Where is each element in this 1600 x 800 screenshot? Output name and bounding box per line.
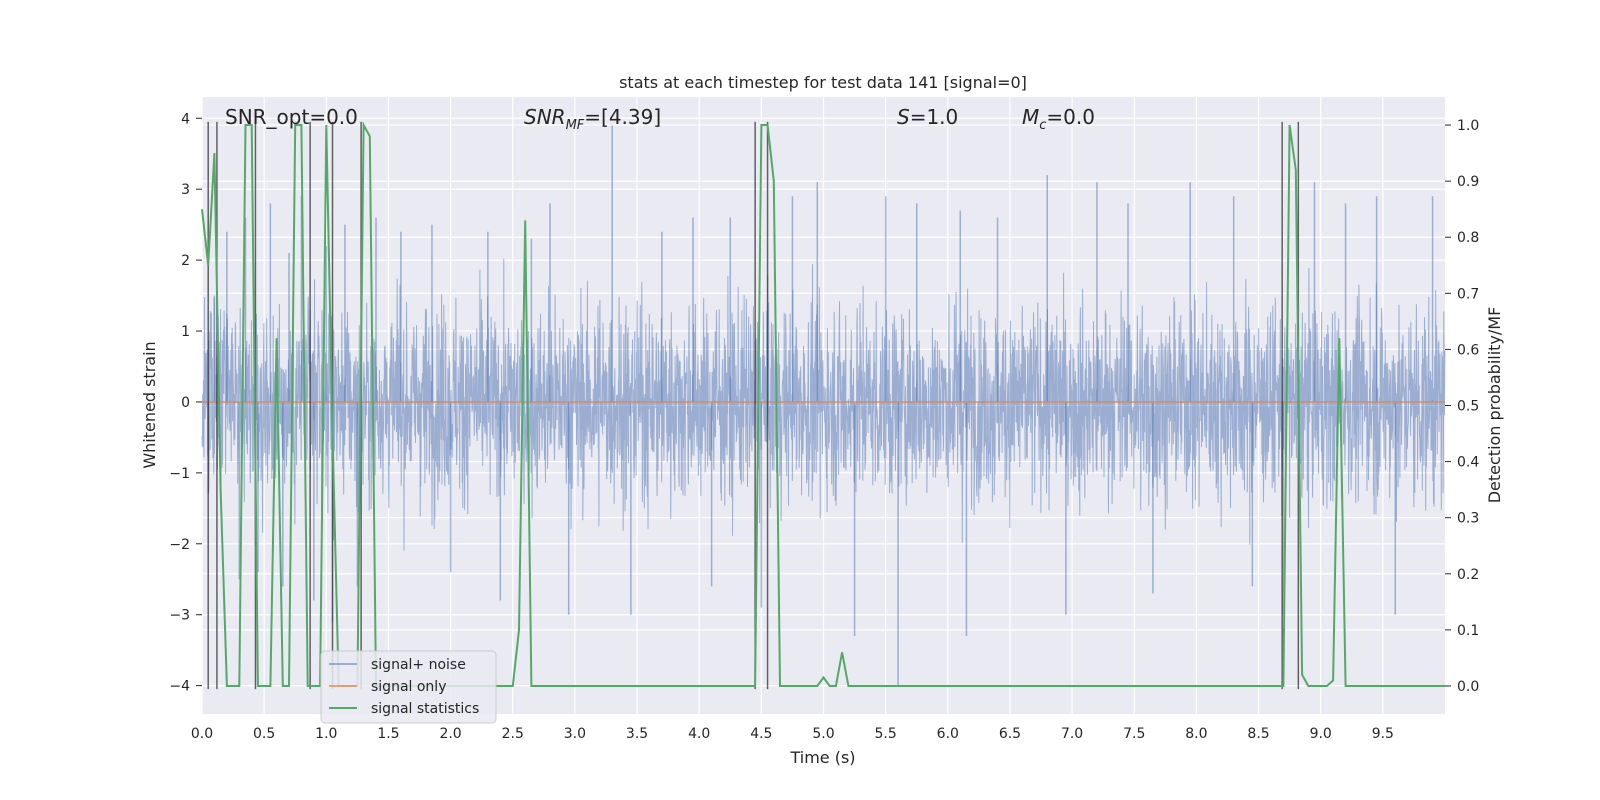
x-tick-label: 3.0 (564, 726, 586, 742)
y2-tick-label: 0.1 (1457, 623, 1479, 639)
y-tick-label: −1 (169, 466, 190, 482)
annotation-snr-opt: SNR_opt=0.0 (225, 105, 358, 129)
x-tick-label: 5.0 (812, 726, 834, 742)
x-tick-label: 6.0 (937, 726, 959, 742)
y2-tick-label: 0.6 (1457, 342, 1479, 358)
y-tick-label: 4 (181, 111, 190, 127)
y-tick-label: −4 (169, 679, 190, 695)
x-tick-label: 9.5 (1372, 726, 1394, 742)
y2-tick-label: 0.9 (1457, 174, 1479, 190)
y-tick-label: −3 (169, 608, 190, 624)
x-tick-label: 4.5 (750, 726, 772, 742)
annotation-s-main: S (897, 105, 910, 129)
y-tick-label: 1 (181, 324, 190, 340)
series-signal-noise (201, 125, 1446, 686)
y-tick-label: 0 (181, 395, 190, 411)
x-tick-label: 7.0 (1061, 726, 1083, 742)
series-signal-statistics (201, 121, 1445, 687)
x-tick-label: 0.5 (253, 726, 275, 742)
y-tick-label: −2 (169, 537, 190, 553)
x-tick-label: 8.5 (1247, 726, 1269, 742)
annotation-snr-mf-sub: MF (566, 118, 585, 133)
y-axis-ticks: 4 3 2 1 0 −1 −2 −3 −4 (169, 111, 202, 695)
y2-tick-label: 1.0 (1457, 118, 1479, 134)
signal-noise-line (201, 258, 1446, 551)
legend-label-signal-statistics: signal statistics (371, 701, 479, 717)
chart-title: stats at each timestep for test data 141… (619, 73, 1027, 92)
annotation-snr-mf-value: =[4.39] (584, 105, 661, 129)
annotation-s: S=1.0 (897, 105, 958, 129)
y2-axis-ticks: 1.0 0.9 0.8 0.7 0.6 0.5 0.4 0.3 0.2 0.1 0.0 (1445, 118, 1479, 695)
annotation-mc-sub: c (1039, 118, 1046, 133)
y2-tick-label: 0.2 (1457, 567, 1479, 583)
annotation-mc: Mc=0.0 (1022, 105, 1095, 133)
x-tick-label: 7.5 (1123, 726, 1145, 742)
x-tick-label: 0.0 (191, 726, 213, 742)
legend-label-signal-noise: signal+ noise (371, 657, 466, 673)
legend: signal+ noise signal only signal statist… (320, 650, 497, 724)
annotation-mc-main: M (1022, 105, 1039, 129)
y-tick-label: 2 (181, 253, 190, 269)
x-axis-ticks: 0.0 0.5 1.0 1.5 2.0 2.5 3.0 3.5 4.0 4.5 5.0 5.5 6.0 6… (191, 726, 1394, 742)
x-axis-label: Time (s) (789, 748, 855, 767)
annotation-snr-mf: SNRMF=[4.39] (524, 105, 661, 133)
x-tick-label: 6.5 (999, 726, 1021, 742)
legend-label-signal-only: signal only (371, 679, 446, 695)
x-tick-label: 3.5 (626, 726, 648, 742)
annotation-s-value: =1.0 (910, 105, 959, 129)
x-tick-label: 5.5 (875, 726, 897, 742)
y2-tick-label: 0.0 (1457, 679, 1479, 695)
y-axis-label: Whitened strain (140, 341, 159, 468)
y2-tick-label: 0.7 (1457, 286, 1479, 302)
signal-statistics-line (201, 121, 1445, 687)
x-tick-label: 9.0 (1310, 726, 1332, 742)
y2-axis-label: Detection probability/MF (1485, 307, 1504, 504)
x-tick-label: 4.0 (688, 726, 710, 742)
x-tick-label: 1.0 (315, 726, 337, 742)
y2-tick-label: 0.8 (1457, 230, 1479, 246)
y2-tick-label: 0.4 (1457, 455, 1479, 471)
x-tick-label: 1.5 (377, 726, 399, 742)
y-tick-label: 3 (181, 182, 190, 198)
x-tick-label: 2.0 (439, 726, 461, 742)
x-tick-label: 8.0 (1185, 726, 1207, 742)
annotation-mc-value: =0.0 (1046, 105, 1095, 129)
y2-tick-label: 0.5 (1457, 399, 1479, 415)
annotation-snr-mf-main: SNR (524, 105, 566, 129)
legend-box (320, 650, 497, 724)
y2-tick-label: 0.3 (1457, 511, 1479, 527)
x-tick-label: 2.5 (502, 726, 524, 742)
